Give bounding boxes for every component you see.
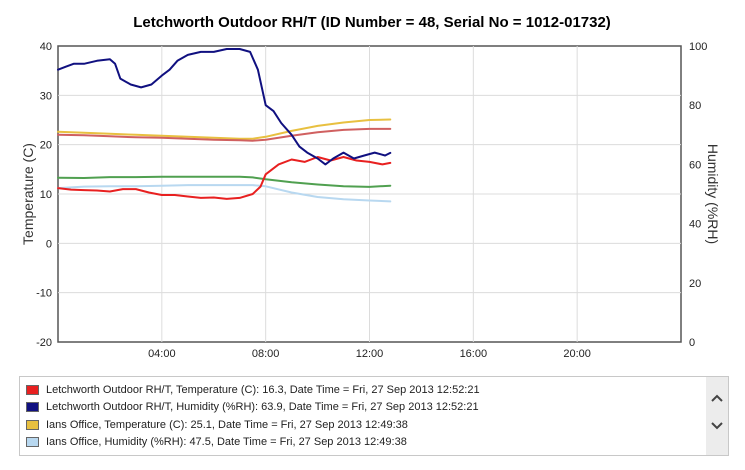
left-tick-label: 20 — [40, 140, 52, 152]
series-layer — [57, 48, 392, 203]
legend-swatch — [26, 419, 39, 430]
left-tick-label: 40 — [40, 41, 52, 53]
legend-item[interactable]: Ians Office, Temperature (C): 25.1, Date… — [26, 416, 698, 434]
x-tick-label: 16:00 — [460, 348, 488, 360]
legend-label: Letchworth Outdoor RH/T, Humidity (%RH):… — [46, 401, 479, 414]
x-tick-label: 04:00 — [148, 348, 176, 360]
right-tick-label: 80 — [689, 100, 701, 112]
right-tick-label: 100 — [689, 41, 707, 53]
x-tick-label: 20:00 — [563, 348, 591, 360]
series-line — [57, 48, 392, 166]
legend-scrollbar[interactable] — [706, 377, 728, 455]
right-axis-title: Humidity (%RH) — [705, 144, 721, 244]
left-tick-label: 0 — [46, 238, 52, 250]
legend-swatch — [26, 384, 39, 395]
left-axis-ticks: -20 -10 0 10 20 30 40 — [36, 41, 52, 349]
series-line — [57, 127, 392, 142]
chevron-up-icon[interactable] — [709, 389, 725, 407]
legend-label: Letchworth Outdoor RH/T, Temperature (C)… — [46, 383, 480, 396]
series-line — [57, 118, 392, 140]
x-tick-label: 08:00 — [252, 348, 280, 360]
legend-list: Letchworth Outdoor RH/T, Temperature (C)… — [26, 381, 698, 451]
chevron-down-icon[interactable] — [709, 417, 725, 435]
left-axis-title: Temperature (C) — [20, 143, 36, 245]
legend-label: Ians Office, Humidity (%RH): 47.5, Date … — [46, 436, 407, 449]
series-line — [57, 175, 392, 188]
left-tick-label: 30 — [40, 90, 52, 102]
right-tick-label: 0 — [689, 337, 695, 349]
legend-swatch — [26, 402, 39, 413]
legend-label: Ians Office, Temperature (C): 25.1, Date… — [46, 418, 408, 431]
x-tick-label: 12:00 — [356, 348, 384, 360]
legend-swatch — [26, 437, 39, 448]
right-tick-label: 40 — [689, 219, 701, 231]
left-tick-label: 10 — [40, 189, 52, 201]
chart-title: Letchworth Outdoor RH/T (ID Number = 48,… — [133, 14, 611, 31]
series-line — [57, 156, 392, 200]
right-tick-label: 20 — [689, 278, 701, 290]
left-tick-label: -20 — [36, 337, 52, 349]
legend: Letchworth Outdoor RH/T, Temperature (C)… — [19, 376, 729, 456]
legend-item[interactable]: Letchworth Outdoor RH/T, Temperature (C)… — [26, 381, 698, 399]
x-axis-ticks: 04:00 08:00 12:00 16:00 20:00 — [148, 348, 591, 360]
series-line — [57, 184, 392, 203]
legend-item[interactable]: Letchworth Outdoor RH/T, Humidity (%RH):… — [26, 399, 698, 417]
grid — [58, 46, 681, 342]
right-tick-label: 60 — [689, 159, 701, 171]
left-tick-label: -10 — [36, 288, 52, 300]
right-axis-ticks: 0 20 40 60 80 100 — [689, 41, 707, 349]
legend-item[interactable]: Ians Office, Humidity (%RH): 47.5, Date … — [26, 434, 698, 452]
